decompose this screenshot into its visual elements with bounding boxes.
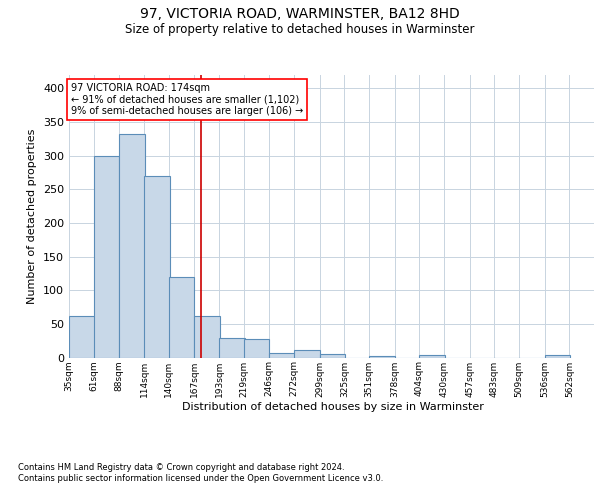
Bar bbox=[219, 338, 245, 357]
Text: 97 VICTORIA ROAD: 174sqm
← 91% of detached houses are smaller (1,102)
9% of semi: 97 VICTORIA ROAD: 174sqm ← 91% of detach… bbox=[71, 83, 303, 116]
Bar bbox=[320, 354, 345, 358]
Bar bbox=[94, 156, 119, 358]
Bar bbox=[545, 356, 570, 358]
Bar bbox=[244, 340, 269, 357]
Text: Contains HM Land Registry data © Crown copyright and database right 2024.: Contains HM Land Registry data © Crown c… bbox=[18, 462, 344, 471]
Bar bbox=[294, 350, 320, 358]
Bar bbox=[119, 134, 145, 358]
Text: 97, VICTORIA ROAD, WARMINSTER, BA12 8HD: 97, VICTORIA ROAD, WARMINSTER, BA12 8HD bbox=[140, 8, 460, 22]
Bar bbox=[419, 356, 445, 358]
Bar bbox=[69, 316, 95, 358]
Text: Distribution of detached houses by size in Warminster: Distribution of detached houses by size … bbox=[182, 402, 484, 412]
Bar bbox=[369, 356, 395, 358]
Bar bbox=[144, 176, 170, 358]
Text: Contains public sector information licensed under the Open Government Licence v3: Contains public sector information licen… bbox=[18, 474, 383, 483]
Bar bbox=[169, 278, 194, 357]
Bar bbox=[194, 316, 220, 358]
Text: Size of property relative to detached houses in Warminster: Size of property relative to detached ho… bbox=[125, 22, 475, 36]
Y-axis label: Number of detached properties: Number of detached properties bbox=[28, 128, 37, 304]
Bar bbox=[269, 353, 295, 358]
